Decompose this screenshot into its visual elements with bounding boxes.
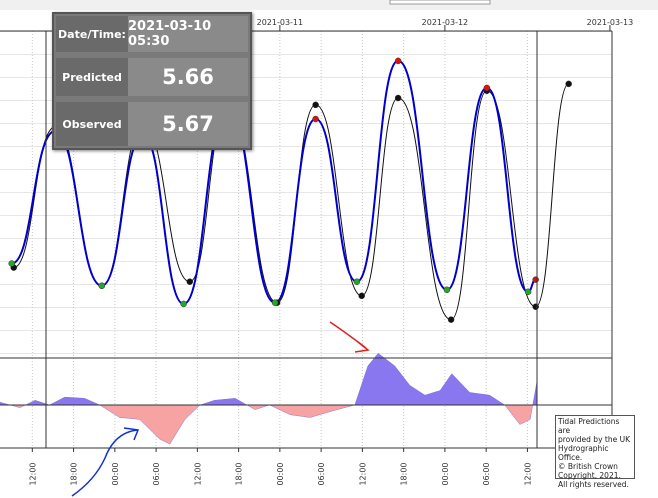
- extremum-dot: [358, 292, 365, 300]
- note-line: © British Crown: [558, 462, 618, 471]
- tooltip-predicted-row: Predicted 5.66: [56, 58, 248, 96]
- residual-area: [0, 353, 538, 445]
- extremum-dot: [353, 278, 361, 285]
- tooltip-time: 2021-03-10 05:30: [128, 16, 248, 52]
- x-tick-label: 06:00: [482, 462, 491, 485]
- extremum-dot: [98, 282, 106, 289]
- extremum-dot: [312, 115, 319, 123]
- tooltip-label: Predicted: [56, 58, 128, 96]
- date-label: 2021-03-13: [587, 18, 634, 27]
- extremum-dot: [532, 303, 539, 310]
- tooltip-label: Observed: [56, 102, 128, 146]
- tooltip-time-row: Date/Time: 2021-03-10 05:30: [56, 16, 248, 52]
- extremum-dot: [8, 260, 15, 267]
- tooltip-label: Date/Time:: [56, 16, 128, 52]
- x-tick-label: 12:00: [523, 462, 532, 485]
- extremum-dot: [394, 57, 402, 65]
- date-label: 2021-03-12: [422, 18, 469, 27]
- extremum-dot: [180, 300, 187, 308]
- tooltip-value: 5.66: [128, 58, 248, 96]
- tooltip-observed-row: Observed 5.67: [56, 102, 248, 146]
- note-line: Copyright, 2021.: [558, 471, 621, 480]
- x-tick-label: 12:00: [193, 462, 202, 485]
- blue-arrow: [71, 429, 139, 497]
- x-tick-label: 18:00: [235, 462, 244, 485]
- blue-arrow-head: [123, 427, 140, 441]
- note-line: All rights reserved.: [558, 480, 629, 489]
- x-tick-label: 06:00: [152, 462, 161, 485]
- x-tick-label: 00:00: [276, 462, 285, 485]
- x-tick-label: 18:00: [400, 462, 409, 485]
- extremum-dot: [565, 80, 572, 88]
- red-arrow-head: [354, 341, 370, 353]
- extremum-dot: [483, 84, 491, 92]
- x-tick-label: 18:00: [70, 462, 79, 485]
- tooltip: Date/Time: 2021-03-10 05:30 Predicted 5.…: [52, 12, 252, 150]
- extremum-dot: [394, 94, 402, 102]
- extremum-dot: [443, 286, 451, 294]
- extremum-dot: [271, 299, 279, 306]
- note-line: Tidal Predictions are: [558, 417, 620, 435]
- note-line: Hydrographic Office.: [558, 444, 609, 462]
- extremum-dot: [524, 288, 532, 296]
- tide-line: [11, 59, 537, 305]
- extremum-dot: [532, 276, 539, 283]
- x-tick-label: 00:00: [111, 462, 120, 485]
- x-tick-label: 06:00: [317, 462, 326, 485]
- extremum-dot: [186, 278, 194, 285]
- extremum-dot: [312, 101, 319, 109]
- tooltip-value: 5.67: [128, 102, 248, 146]
- x-tick-label: 12:00: [28, 462, 37, 485]
- date-label: 2021-03-11: [257, 18, 304, 27]
- copyright-note: Tidal Predictions are provided by the UK H…: [555, 415, 635, 489]
- extremum-dot: [447, 316, 455, 323]
- scroll-box[interactable]: [389, 0, 491, 5]
- top-strip: [0, 0, 658, 10]
- x-tick-label: 12:00: [358, 462, 367, 485]
- x-tick-label: 00:00: [441, 462, 450, 485]
- note-line: provided by the UK: [558, 435, 630, 444]
